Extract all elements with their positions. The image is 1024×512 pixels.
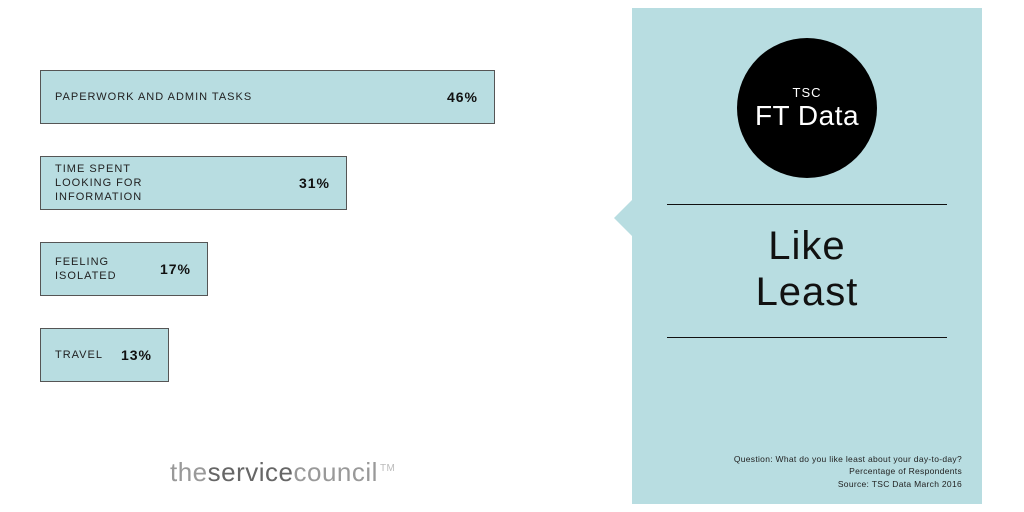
bar-label: TRAVEL — [55, 348, 103, 362]
bar-label: PAPERWORK AND ADMIN TASKS — [55, 90, 252, 104]
bar-value: 46% — [447, 89, 478, 105]
panel-pointer — [614, 198, 634, 238]
bar-label: TIME SPENTLOOKING FORINFORMATION — [55, 162, 142, 205]
brand-logo: theservicecouncilTM — [170, 457, 395, 488]
panel-title-line1: Like — [768, 224, 845, 268]
bar-row: PAPERWORK AND ADMIN TASKS 46% — [40, 70, 495, 124]
badge-subtitle: TSC — [793, 85, 822, 100]
bar-value: 17% — [160, 261, 191, 277]
footer-subtitle: Percentage of Respondents — [734, 465, 962, 477]
panel-footer: Question: What do you like least about y… — [734, 453, 962, 490]
bar-row: TRAVEL 13% — [40, 328, 169, 382]
brand-tm: TM — [380, 463, 395, 474]
bar-chart: PAPERWORK AND ADMIN TASKS 46% TIME SPENTLO… — [40, 70, 560, 414]
brand-part3: council — [294, 457, 378, 487]
bar-label: FEELINGISOLATED — [55, 255, 117, 284]
divider — [667, 337, 947, 338]
info-panel: TSC FT Data Like Least Question: What do… — [632, 8, 982, 504]
tsc-badge: TSC FT Data — [737, 38, 877, 178]
bar-value: 31% — [299, 175, 330, 191]
bar-row: FEELINGISOLATED 17% — [40, 242, 208, 296]
bar-value: 13% — [121, 347, 152, 363]
panel-title: Like Least — [756, 223, 859, 315]
bar-row: TIME SPENTLOOKING FORINFORMATION 31% — [40, 156, 347, 210]
badge-title: FT Data — [755, 100, 859, 132]
divider — [667, 204, 947, 205]
footer-question: Question: What do you like least about y… — [734, 453, 962, 465]
panel-title-line2: Least — [756, 270, 859, 314]
footer-source: Source: TSC Data March 2016 — [734, 478, 962, 490]
brand-part1: the — [170, 457, 208, 487]
brand-part2: service — [208, 457, 294, 487]
